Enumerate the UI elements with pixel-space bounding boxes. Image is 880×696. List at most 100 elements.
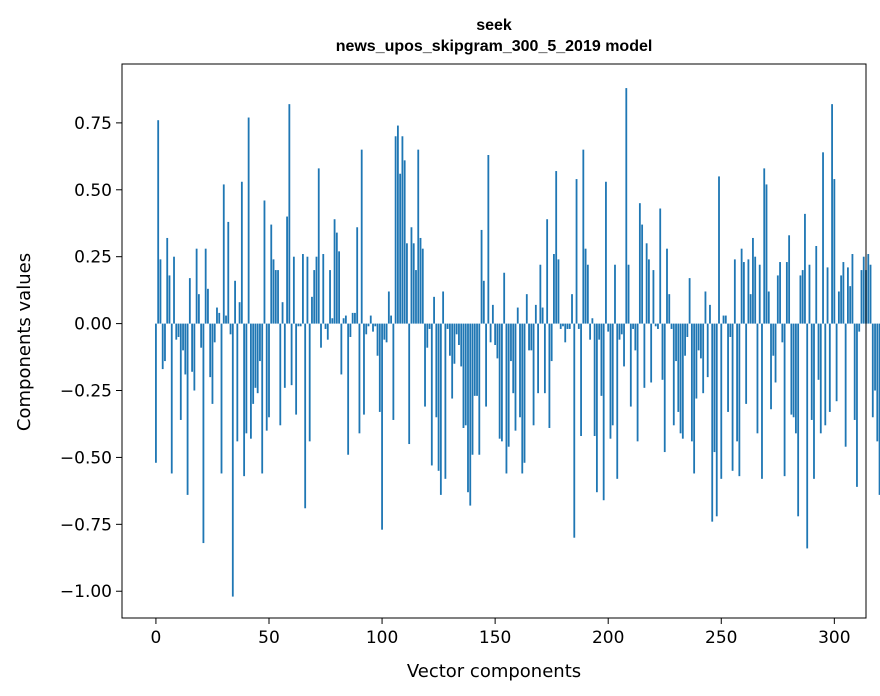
bar	[602, 323, 605, 501]
bar	[209, 323, 212, 378]
bar	[292, 256, 295, 324]
bar	[765, 184, 768, 324]
bar	[193, 323, 196, 391]
bar	[853, 323, 856, 420]
bar	[813, 323, 815, 479]
bar	[693, 323, 696, 474]
bar	[460, 323, 463, 367]
bar	[311, 296, 313, 324]
bar	[860, 270, 863, 324]
bar	[250, 323, 252, 439]
bar	[238, 302, 241, 324]
bar	[550, 323, 553, 362]
bar	[444, 323, 447, 479]
bar	[159, 259, 162, 324]
bar	[690, 323, 693, 442]
x-tick-label: 200	[592, 628, 624, 648]
bar	[806, 323, 809, 549]
bar	[446, 323, 449, 329]
bar	[652, 270, 655, 324]
bar	[761, 323, 763, 479]
bar	[220, 323, 223, 474]
bar	[182, 323, 184, 351]
bar	[709, 304, 711, 324]
bar	[417, 149, 420, 324]
bar	[439, 323, 442, 495]
bar	[503, 272, 506, 324]
bar	[661, 323, 664, 380]
bar	[247, 117, 250, 324]
bar	[862, 256, 865, 324]
bar	[600, 323, 603, 396]
bar	[614, 264, 616, 324]
bar	[385, 323, 388, 343]
bar	[281, 302, 284, 324]
bar	[179, 323, 182, 420]
bar	[575, 179, 578, 324]
bar	[464, 323, 467, 426]
x-tick-label: 50	[258, 628, 280, 648]
bar	[584, 248, 587, 324]
bar	[188, 278, 191, 324]
y-tick-label: 0.50	[74, 181, 112, 201]
bar	[532, 323, 535, 426]
bar	[157, 120, 160, 324]
bar	[227, 221, 230, 324]
bar	[367, 323, 370, 327]
bar	[286, 216, 288, 324]
bar	[593, 323, 596, 437]
y-tick-label: 0.00	[74, 315, 112, 335]
bar	[363, 323, 365, 415]
bar	[742, 262, 745, 324]
bar	[756, 323, 759, 434]
bar	[546, 219, 549, 324]
bar	[636, 323, 639, 442]
bar	[378, 323, 381, 412]
bar	[347, 323, 350, 455]
bar	[374, 323, 377, 327]
bar	[329, 270, 331, 324]
bar	[648, 259, 650, 324]
bar	[344, 315, 347, 324]
bar	[808, 264, 811, 324]
bar	[564, 323, 567, 343]
bar	[539, 264, 542, 324]
bar	[338, 251, 340, 324]
bar	[288, 104, 291, 324]
bar	[679, 323, 682, 434]
bar	[781, 323, 784, 343]
bar	[785, 262, 788, 324]
bar	[313, 270, 316, 324]
bar	[688, 278, 691, 324]
bar	[320, 323, 322, 348]
bar	[776, 275, 779, 324]
bar	[324, 323, 327, 329]
bar	[799, 275, 802, 324]
x-tick-label: 300	[818, 628, 850, 648]
bar	[713, 323, 716, 453]
bar	[306, 256, 309, 324]
bar	[523, 323, 526, 463]
bar	[591, 318, 594, 324]
bar	[200, 323, 203, 348]
bar	[530, 323, 533, 351]
bar	[480, 229, 483, 324]
bar	[670, 323, 673, 329]
bar	[849, 286, 852, 324]
bar	[844, 323, 847, 447]
bar	[243, 323, 246, 477]
bar	[706, 323, 709, 378]
y-tick-label: 0.75	[74, 114, 112, 134]
bar	[627, 264, 630, 324]
bar	[265, 323, 268, 431]
bar	[833, 179, 836, 324]
bar	[555, 171, 558, 324]
bar	[641, 224, 644, 324]
bar	[412, 243, 415, 324]
bar	[489, 323, 492, 343]
bar	[541, 307, 544, 324]
bar	[392, 323, 395, 420]
bar	[168, 275, 171, 324]
y-tick-label: −0.25	[60, 382, 112, 402]
bar	[589, 323, 592, 340]
